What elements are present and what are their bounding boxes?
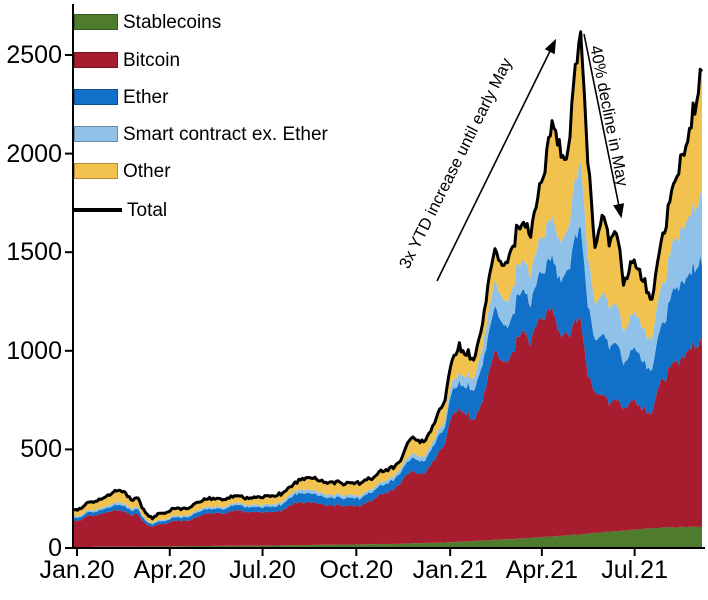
legend-label: Bitcoin xyxy=(123,49,181,71)
legend-label: Smart contract ex. Ether xyxy=(123,123,328,145)
legend-item-smart-contract-ex-ether: Smart contract ex. Ether xyxy=(74,123,328,145)
x-tick-label: Apr.21 xyxy=(505,556,578,584)
y-tick-label: 1500 xyxy=(6,238,62,267)
y-tick-label: 2500 xyxy=(6,41,62,69)
decline-arrow xyxy=(583,33,625,219)
legend-item-bitcoin: Bitcoin xyxy=(74,49,181,71)
x-tick-label: Oct.20 xyxy=(319,556,394,584)
increase-arrow xyxy=(436,38,557,282)
legend-swatch xyxy=(74,14,118,30)
legend-swatch xyxy=(74,52,118,68)
x-tick-label: Jan.21 xyxy=(412,556,488,584)
legend-item-total: Total xyxy=(74,199,168,221)
legend-label: Ether xyxy=(123,86,169,108)
legend-item-other: Other xyxy=(74,160,171,182)
x-tick-label: Jul.21 xyxy=(601,556,668,584)
y-tick-label: 1000 xyxy=(6,336,62,365)
area-ether xyxy=(74,226,702,528)
axes xyxy=(65,4,705,556)
stacked-areas xyxy=(74,31,702,548)
legend-swatch xyxy=(74,208,122,212)
area-smart-contract-ex-ether xyxy=(74,161,702,525)
legend-label: Total xyxy=(127,199,168,221)
area-stablecoins xyxy=(74,526,702,548)
y-tick-label: 2000 xyxy=(6,139,62,168)
total-line xyxy=(73,30,704,521)
legend-item-ether: Ether xyxy=(74,86,169,108)
legend-swatch xyxy=(74,126,118,142)
legend-item-stablecoins: Stablecoins xyxy=(74,11,222,33)
legend-label: Other xyxy=(123,160,171,182)
x-tick-label: Jul.20 xyxy=(229,556,296,584)
y-tick-label: 0 xyxy=(48,534,62,562)
legend-swatch xyxy=(74,163,118,179)
area-bitcoin xyxy=(74,306,702,547)
y-tick-label: 500 xyxy=(20,435,62,464)
legend-swatch xyxy=(74,89,118,105)
x-tick-label: Apr.20 xyxy=(133,556,206,584)
x-tick-label: Jan.20 xyxy=(39,556,115,584)
legend-label: Stablecoins xyxy=(123,11,222,33)
